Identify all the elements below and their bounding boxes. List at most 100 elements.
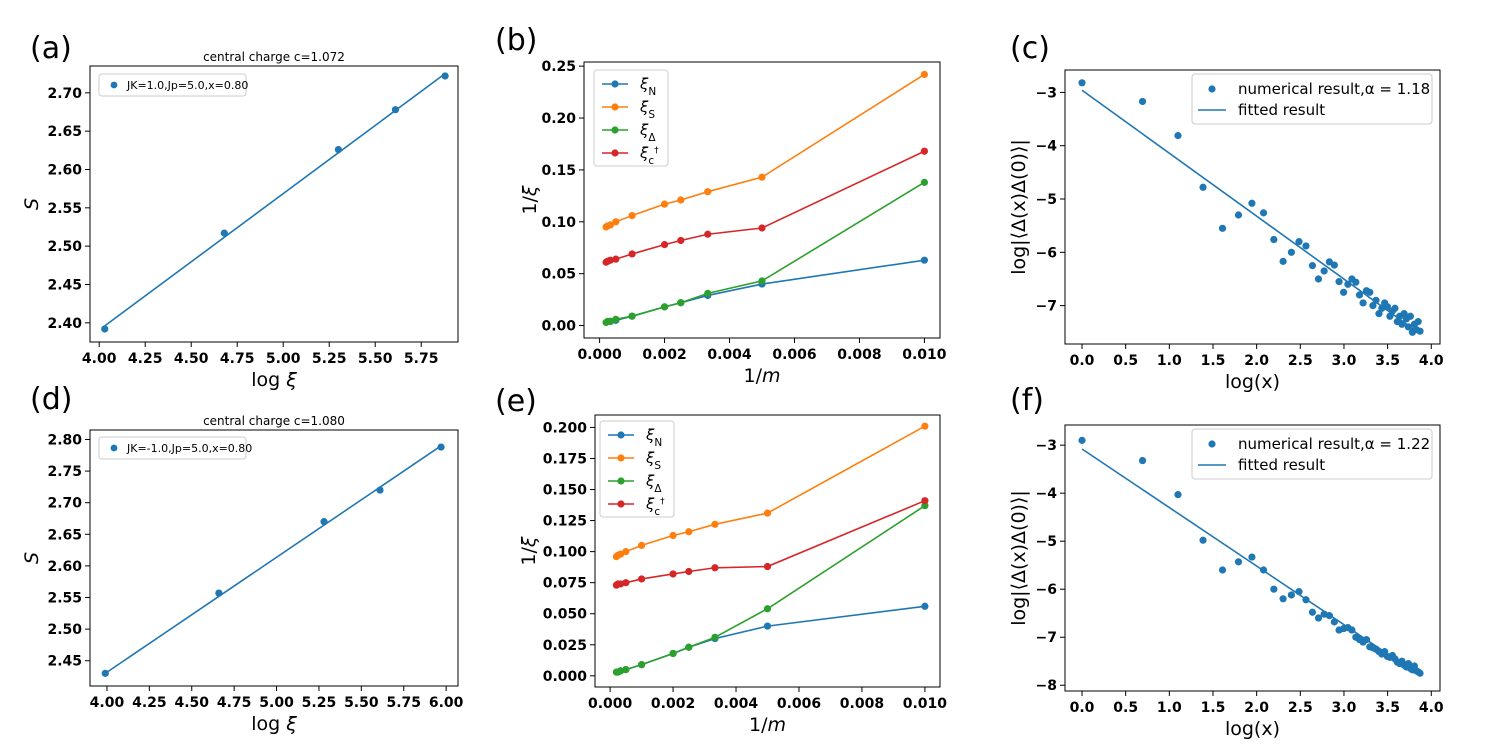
data-point bbox=[711, 633, 719, 641]
data-point bbox=[1391, 304, 1399, 312]
panel-e: (e) 0.000 0.002 0.004 0.006 0.008 0.010 0.000 0.… bbox=[495, 384, 947, 736]
data-point bbox=[711, 520, 719, 528]
data-point bbox=[669, 570, 677, 578]
y-tick-label: 2.75 bbox=[47, 464, 82, 480]
data-point bbox=[1199, 183, 1207, 191]
data-point bbox=[1218, 566, 1227, 574]
x-tick-label: 1.0 bbox=[1157, 700, 1182, 716]
data-point bbox=[1330, 261, 1338, 269]
data-point bbox=[1270, 235, 1278, 244]
plot-area bbox=[101, 72, 449, 333]
y-axis-label: S bbox=[21, 552, 43, 564]
panel-label: (b) bbox=[495, 23, 537, 58]
x-tick-label: 5.50 bbox=[344, 695, 379, 711]
data-point bbox=[1359, 299, 1367, 307]
data-point bbox=[1138, 456, 1147, 465]
data-point bbox=[1078, 79, 1086, 87]
y-axis-label: S bbox=[21, 198, 43, 210]
data-point bbox=[758, 224, 766, 232]
plot-area bbox=[612, 422, 929, 676]
data-point bbox=[1386, 312, 1394, 320]
data-point bbox=[1340, 288, 1348, 296]
legend-entry-label: ξΔ bbox=[639, 121, 656, 144]
x-tick-label: 4.25 bbox=[128, 351, 163, 367]
legend-marker bbox=[110, 444, 118, 452]
legend-entry-label: fitted result bbox=[1238, 456, 1325, 474]
x-tick-label: 0.006 bbox=[777, 696, 821, 712]
legend-marker bbox=[617, 500, 625, 508]
data-point bbox=[677, 236, 685, 245]
data-point bbox=[921, 422, 929, 430]
data-point bbox=[1302, 242, 1310, 250]
x-tick-label: 4.75 bbox=[220, 351, 255, 367]
legend-entry-label: ξc† bbox=[645, 495, 665, 518]
data-point bbox=[606, 317, 615, 325]
axes-frame bbox=[1064, 424, 1441, 692]
y-axis-label: 1/ξ bbox=[518, 536, 540, 566]
x-tick-label: 0.0 bbox=[1070, 353, 1095, 369]
y-tick-label: −3 bbox=[1036, 438, 1057, 454]
series-line bbox=[620, 605, 925, 672]
data-point bbox=[1199, 536, 1207, 544]
x-tick-label: 2.0 bbox=[1244, 700, 1269, 716]
y-axis-label: 1/ξ bbox=[519, 185, 541, 215]
series-line bbox=[605, 150, 925, 263]
panel-label: (d) bbox=[30, 382, 72, 417]
data-point bbox=[711, 564, 719, 572]
data-point bbox=[612, 255, 620, 263]
data-point bbox=[1369, 302, 1377, 310]
y-tick-label: 0.00 bbox=[541, 319, 576, 335]
legend-entry-label: ξN bbox=[645, 426, 662, 449]
x-tick-label: 0.5 bbox=[1113, 353, 1138, 369]
legend-marker bbox=[617, 431, 625, 439]
data-point bbox=[685, 528, 693, 536]
series-line bbox=[616, 504, 926, 673]
y-tick-label: 2.40 bbox=[47, 316, 82, 332]
x-tick-label: 6.00 bbox=[429, 695, 464, 711]
x-tick-label: 5.25 bbox=[302, 695, 337, 711]
y-tick-label: −8 bbox=[1036, 678, 1057, 694]
data-point bbox=[637, 661, 646, 669]
y-tick-label: 2.60 bbox=[47, 163, 82, 179]
data-point bbox=[101, 325, 109, 333]
y-tick-label: 0.025 bbox=[543, 638, 587, 654]
legend-box bbox=[599, 420, 675, 518]
data-point bbox=[685, 567, 693, 576]
data-point bbox=[1270, 585, 1278, 593]
legend-entry-label: ξΔ bbox=[645, 472, 662, 495]
x-tick-label: 5.00 bbox=[266, 351, 301, 367]
x-tick-label: 0.000 bbox=[588, 696, 633, 712]
legend-box bbox=[1191, 428, 1433, 480]
data-point bbox=[1366, 288, 1374, 296]
data-point bbox=[1320, 267, 1328, 275]
legend: numerical result,α = 1.18 fitted result bbox=[1191, 73, 1433, 125]
data-point bbox=[612, 218, 620, 226]
y-tick-label: 0.20 bbox=[541, 111, 576, 127]
x-axis-label: log ξ bbox=[251, 369, 297, 391]
legend-marker bbox=[110, 81, 118, 89]
plot-area bbox=[1078, 436, 1424, 677]
data-point bbox=[1352, 278, 1360, 286]
data-point bbox=[920, 147, 929, 155]
panel-f: (f) 0.0 0.5 1.0 1.5 2.0 2.5 3.0 3.5 4.0 −3 −4 −5 −6 −7… bbox=[1008, 383, 1444, 740]
x-tick-label: 4.0 bbox=[1419, 700, 1444, 716]
axes-frame bbox=[594, 414, 941, 688]
data-point bbox=[622, 666, 630, 674]
x-tick-label: 0.002 bbox=[642, 347, 686, 363]
data-point bbox=[606, 256, 615, 264]
data-point bbox=[920, 70, 929, 79]
y-axis-label: log|⟨Δ(x)Δ(0)⟩| bbox=[1008, 490, 1030, 626]
y-tick-label: −4 bbox=[1036, 486, 1058, 502]
data-point bbox=[606, 221, 615, 229]
panel-label: (e) bbox=[495, 384, 537, 419]
panel-label: (a) bbox=[30, 31, 72, 66]
y-tick-label: 0.10 bbox=[541, 215, 576, 231]
data-point bbox=[622, 548, 630, 556]
data-point bbox=[1314, 614, 1323, 622]
x-tick-label: 0.008 bbox=[840, 696, 884, 712]
x-tick-label: 0.006 bbox=[772, 347, 816, 363]
legend-entry-label: JK=-1.0,Jp=5.0,x=0.80 bbox=[126, 442, 252, 455]
data-point bbox=[1378, 304, 1386, 312]
x-tick-label: 4.00 bbox=[82, 351, 117, 367]
x-tick-label: 1.5 bbox=[1201, 353, 1226, 369]
